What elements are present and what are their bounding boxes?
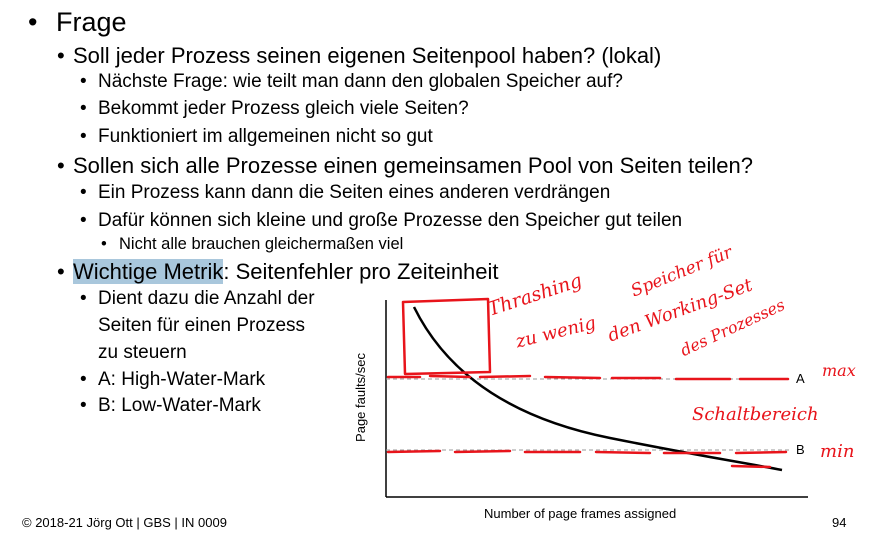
x-axis-label: Number of page frames assigned xyxy=(484,506,677,521)
footer-page-number: 94 xyxy=(832,515,847,530)
min-line-ink xyxy=(386,449,788,455)
bullet-dot: • xyxy=(80,395,87,416)
reference-label-a: A xyxy=(796,371,805,386)
bullet-dot: • xyxy=(57,153,65,178)
max-line-ink xyxy=(386,374,790,381)
bullet-gemeinsamer-pool: Sollen sich alle Prozesse einen gemeinsa… xyxy=(73,153,753,178)
bullet-naechste-frage: Nächste Frage: wie teilt man dann den gl… xyxy=(98,71,623,92)
bullet-dot: • xyxy=(101,235,107,253)
y-axis-label: Page faults/sec xyxy=(352,353,368,442)
highlighted-term: Wichtige Metrik xyxy=(73,259,224,284)
bullet-dot: • xyxy=(80,288,87,309)
bullet-dot: • xyxy=(28,7,38,37)
reference-label-b: B xyxy=(796,442,805,457)
bullet-frage: Frage xyxy=(56,7,127,37)
ink-schaltbereich: Schaltbereich xyxy=(692,404,819,425)
footer-copyright: © 2018-21 Jörg Ott | GBS | IN 0009 xyxy=(22,515,227,530)
bullet-wichtige-metrik: Wichtige Metrik: Seitenfehler pro Zeitei… xyxy=(73,259,499,285)
bullet-dot: • xyxy=(80,182,87,203)
ink-min: min xyxy=(820,441,855,462)
bullet-funktioniert: Funktioniert im allgemeinen nicht so gut xyxy=(98,126,433,147)
bullet-dot: • xyxy=(80,369,87,390)
bullet-dot: • xyxy=(57,259,65,284)
bullet-dient-line-1: Dient dazu die Anzahl der xyxy=(98,288,315,309)
ink-mark-curve-end xyxy=(730,464,772,469)
bullet-gleich-viele: Bekommt jeder Prozess gleich viele Seite… xyxy=(98,98,469,119)
ink-max: max xyxy=(822,361,856,380)
bullet-dot: • xyxy=(57,43,65,68)
bullet-verdraengen: Ein Prozess kann dann die Seiten eines a… xyxy=(98,182,611,203)
bullet-gut-teilen: Dafür können sich kleine und große Proze… xyxy=(98,210,683,231)
thrashing-box xyxy=(401,297,492,376)
bullet-dient-line-3: zu steuern xyxy=(98,342,187,363)
bullet-high-water-mark: A: High-Water-Mark xyxy=(98,369,266,390)
bullet-low-water-mark: B: Low-Water-Mark xyxy=(98,395,261,416)
bullet-dot: • xyxy=(80,98,87,119)
bullet-eigener-pool: Soll jeder Prozess seinen eigenen Seiten… xyxy=(73,43,662,68)
metric-text: : Seitenfehler pro Zeiteinheit xyxy=(223,259,499,284)
bullet-dient-line-2: Seiten für einen Prozess xyxy=(98,315,306,336)
bullet-dot: • xyxy=(80,210,87,231)
bullet-nicht-alle: Nicht alle brauchen gleichermaßen viel xyxy=(119,235,404,253)
bullet-dot: • xyxy=(80,126,87,147)
bullet-dot: • xyxy=(80,71,87,92)
page-fault-curve xyxy=(412,306,783,472)
